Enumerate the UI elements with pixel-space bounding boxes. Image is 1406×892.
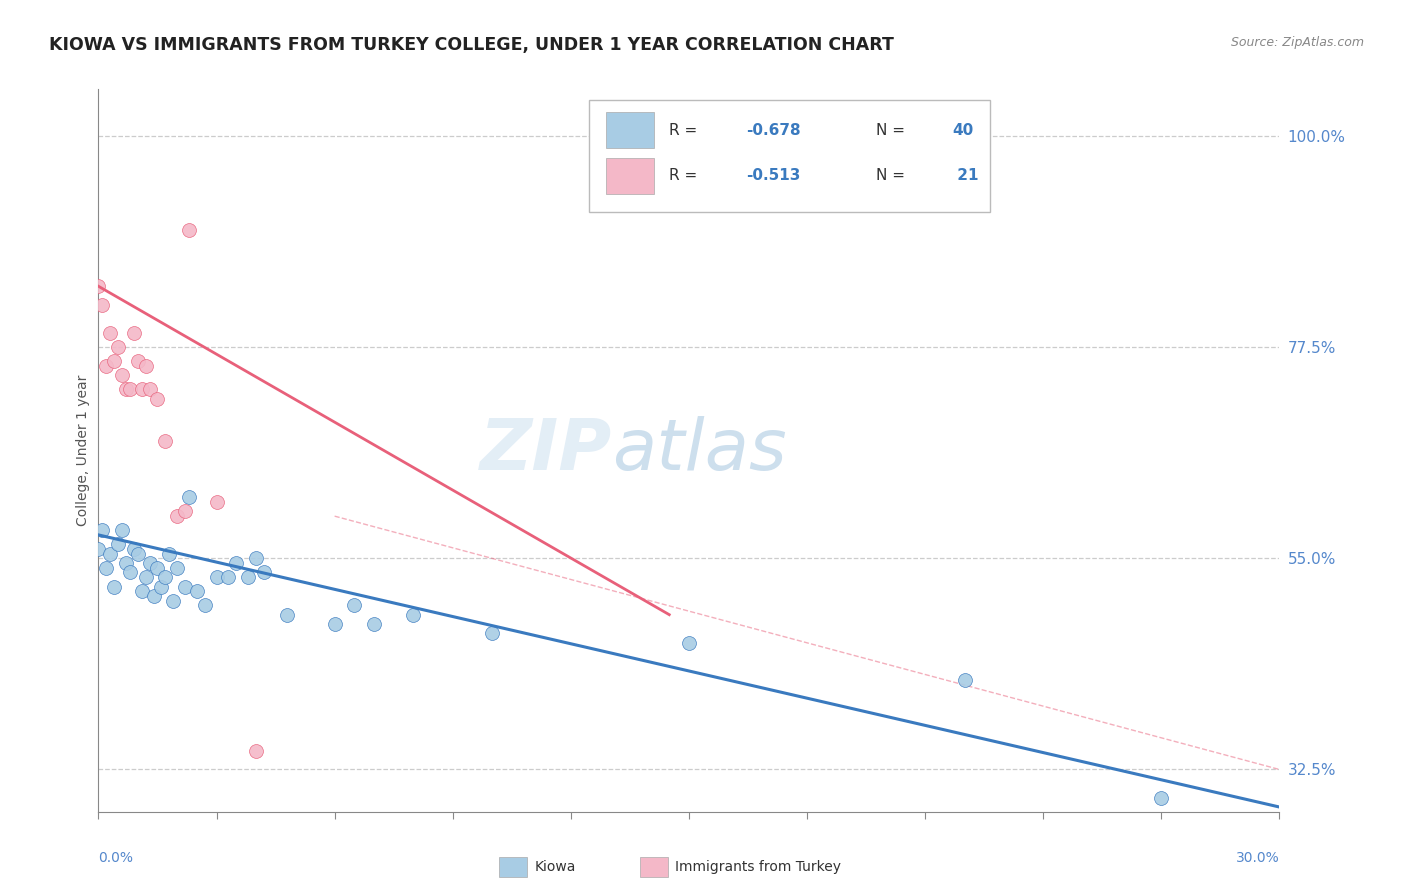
Point [953, 673, 976, 688]
Point [186, 584, 208, 599]
Point [225, 556, 247, 570]
FancyBboxPatch shape [589, 100, 990, 212]
Point [115, 383, 138, 397]
Point [205, 495, 228, 509]
Point [127, 547, 149, 561]
Point [162, 593, 184, 607]
Point [131, 383, 153, 397]
Point [157, 547, 180, 561]
Text: Kiowa: Kiowa [534, 860, 575, 874]
Point [107, 340, 129, 354]
Point [1150, 790, 1173, 805]
Point [236, 570, 259, 584]
Point [150, 580, 173, 594]
Point [194, 599, 217, 613]
Point [205, 570, 228, 584]
Point [363, 617, 385, 632]
Point [107, 537, 129, 551]
Point [122, 326, 145, 341]
Point [402, 607, 425, 622]
Text: Immigrants from Turkey: Immigrants from Turkey [675, 860, 841, 874]
Text: N =: N = [876, 169, 910, 184]
Point [343, 599, 366, 613]
Point [166, 560, 188, 574]
Point [276, 607, 298, 622]
Point [217, 570, 239, 584]
Text: ZIP: ZIP [479, 416, 612, 485]
Y-axis label: College, Under 1 year: College, Under 1 year [76, 375, 90, 526]
Text: R =: R = [669, 123, 702, 138]
Point [111, 368, 134, 383]
Point [122, 541, 145, 556]
Point [91, 523, 114, 537]
Text: atlas: atlas [612, 416, 787, 485]
Text: KIOWA VS IMMIGRANTS FROM TURKEY COLLEGE, UNDER 1 YEAR CORRELATION CHART: KIOWA VS IMMIGRANTS FROM TURKEY COLLEGE,… [49, 36, 894, 54]
Point [111, 523, 134, 537]
Point [138, 383, 160, 397]
Point [103, 580, 125, 594]
Point [96, 560, 118, 574]
Point [177, 491, 200, 505]
Text: -0.678: -0.678 [745, 123, 800, 138]
Point [91, 298, 114, 312]
Point [253, 566, 276, 580]
Point [678, 636, 700, 650]
Text: Source: ZipAtlas.com: Source: ZipAtlas.com [1230, 36, 1364, 49]
Point [174, 580, 197, 594]
Text: 40: 40 [952, 123, 973, 138]
Point [174, 504, 197, 518]
Point [131, 584, 153, 599]
Point [98, 547, 121, 561]
Point [323, 617, 346, 632]
FancyBboxPatch shape [606, 158, 654, 194]
Text: 21: 21 [952, 169, 979, 184]
Text: -0.513: -0.513 [745, 169, 800, 184]
Point [87, 541, 110, 556]
FancyBboxPatch shape [606, 112, 654, 148]
Point [118, 383, 141, 397]
Text: R =: R = [669, 169, 702, 184]
Text: 0.0%: 0.0% [98, 851, 134, 864]
Point [146, 392, 169, 406]
Point [142, 589, 165, 603]
Text: 30.0%: 30.0% [1236, 851, 1279, 864]
Point [98, 326, 121, 341]
Point [155, 570, 177, 584]
Point [96, 359, 118, 373]
Point [135, 359, 157, 373]
Point [481, 626, 503, 640]
Point [127, 354, 149, 368]
Point [135, 570, 157, 584]
Point [245, 551, 267, 566]
Point [138, 556, 160, 570]
Point [177, 223, 200, 237]
Point [146, 560, 169, 574]
Point [118, 566, 141, 580]
Text: N =: N = [876, 123, 910, 138]
Point [245, 744, 267, 758]
Point [103, 354, 125, 368]
Point [166, 509, 188, 524]
Point [155, 434, 177, 448]
Point [87, 279, 110, 293]
Point [115, 556, 138, 570]
